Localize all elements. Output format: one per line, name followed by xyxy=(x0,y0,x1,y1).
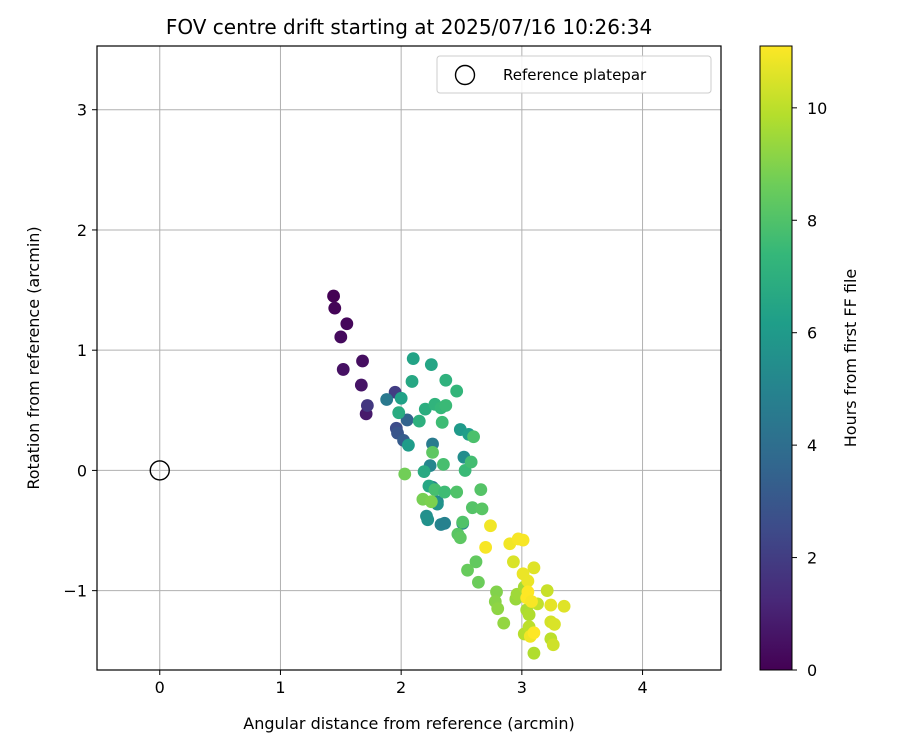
data-point xyxy=(456,515,470,529)
data-point xyxy=(453,531,467,545)
x-tick-label: 1 xyxy=(275,678,285,697)
data-point xyxy=(450,384,464,398)
data-point xyxy=(516,533,530,547)
colorbar-tick-label: 2 xyxy=(807,549,817,568)
legend-box xyxy=(436,55,712,94)
data-point xyxy=(461,563,474,577)
colorbar-tick-label: 0 xyxy=(807,661,817,680)
y-axis-ticks: −1 0 1 2 3 xyxy=(63,101,97,601)
data-point xyxy=(490,585,503,599)
data-point xyxy=(400,413,414,427)
y-tick-label: 2 xyxy=(77,221,87,240)
data-point xyxy=(435,415,449,429)
data-point xyxy=(465,501,479,515)
y-tick-label: 1 xyxy=(77,341,87,360)
data-point xyxy=(527,561,541,575)
data-point xyxy=(469,555,483,569)
data-point xyxy=(540,584,554,598)
data-point xyxy=(497,616,511,630)
data-point xyxy=(406,352,420,366)
data-point xyxy=(548,617,561,631)
data-point xyxy=(334,330,348,344)
data-point xyxy=(392,406,406,420)
data-point xyxy=(428,483,442,497)
data-point xyxy=(401,438,415,452)
data-point xyxy=(327,289,340,303)
data-point xyxy=(424,495,438,509)
colorbar-tick-label: 4 xyxy=(807,436,817,455)
data-point xyxy=(474,483,488,497)
colorbar-tick-label: 8 xyxy=(807,211,817,230)
x-axis-label: Angular distance from reference (arcmin) xyxy=(243,714,574,733)
data-point xyxy=(507,555,520,569)
data-point xyxy=(328,301,342,315)
data-point xyxy=(544,598,558,612)
chart-title: FOV centre drift starting at 2025/07/16 … xyxy=(166,15,652,39)
data-point xyxy=(394,391,408,405)
data-point xyxy=(426,445,439,459)
x-tick-label: 3 xyxy=(517,678,527,697)
data-point xyxy=(405,375,419,388)
data-point xyxy=(436,458,450,471)
legend-label: Reference platepar xyxy=(503,66,647,84)
data-point xyxy=(417,465,431,479)
data-point xyxy=(467,430,480,444)
data-point xyxy=(522,608,536,622)
data-point xyxy=(340,317,354,331)
x-tick-label: 4 xyxy=(637,678,647,697)
data-point xyxy=(491,602,505,616)
data-point xyxy=(546,638,560,652)
data-point xyxy=(418,402,432,416)
y-tick-label: 0 xyxy=(77,461,87,480)
grid-lines xyxy=(97,46,721,670)
reference-marker xyxy=(149,460,170,481)
data-point xyxy=(336,363,350,376)
data-point xyxy=(356,354,369,368)
reference-point xyxy=(149,460,170,481)
data-point xyxy=(438,516,452,530)
data-point xyxy=(525,595,538,608)
data-point xyxy=(516,567,530,581)
data-point xyxy=(439,399,453,412)
data-points xyxy=(327,289,571,660)
colorbar xyxy=(759,45,793,671)
data-point xyxy=(527,646,541,660)
y-tick-label: 3 xyxy=(77,101,87,120)
x-tick-label: 0 xyxy=(155,678,165,697)
data-point xyxy=(475,502,489,516)
data-point xyxy=(450,485,464,499)
data-point xyxy=(439,373,453,387)
data-point xyxy=(354,378,368,392)
colorbar-label: Hours from first FF file xyxy=(841,269,860,448)
data-point xyxy=(424,358,438,372)
y-tick-label: −1 xyxy=(63,582,87,601)
data-point xyxy=(398,467,412,481)
x-tick-label: 2 xyxy=(396,678,406,697)
data-point xyxy=(360,399,374,412)
data-point xyxy=(464,455,478,469)
data-point xyxy=(421,513,435,527)
data-point xyxy=(438,485,452,499)
plot-frame xyxy=(96,45,722,671)
legend-marker xyxy=(454,64,476,86)
data-point xyxy=(527,626,541,640)
data-point xyxy=(479,540,493,554)
x-axis-ticks: 0 1 2 3 4 xyxy=(155,670,648,697)
data-point xyxy=(484,519,497,533)
data-point xyxy=(557,599,571,613)
data-point xyxy=(380,393,394,406)
colorbar-ticks: 0 2 4 6 8 10 xyxy=(792,99,827,680)
data-point xyxy=(412,414,426,428)
colorbar-tick-label: 10 xyxy=(807,99,827,118)
legend: Reference platepar xyxy=(436,55,712,94)
colorbar-tick-label: 6 xyxy=(807,324,817,343)
data-point xyxy=(472,575,485,589)
y-axis-label: Rotation from reference (arcmin) xyxy=(24,226,43,489)
